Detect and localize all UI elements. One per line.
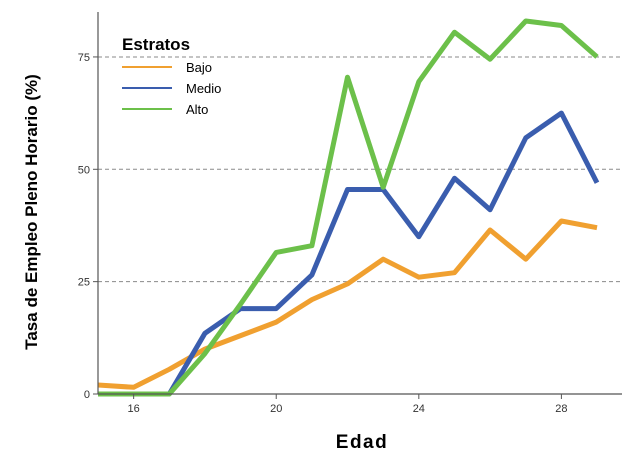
plot-area xyxy=(98,12,622,394)
y-axis-title: Tasa de Empleo Pleno Horario (%) xyxy=(22,74,41,350)
series-layer xyxy=(97,18,600,397)
axes: 0 25 50 75 16 20 24 28 xyxy=(78,12,622,415)
x-tick-label-16: 16 xyxy=(128,403,140,415)
legend-title: Estratos xyxy=(122,35,190,54)
x-axis-title: Edad xyxy=(336,432,388,453)
gridlines xyxy=(98,56,622,283)
series-line-alto xyxy=(98,18,599,397)
x-tick-label-24: 24 xyxy=(413,403,425,415)
legend: Estratos Bajo Medio Alto xyxy=(122,35,221,117)
plot-background xyxy=(98,12,622,394)
x-tick-label-28: 28 xyxy=(555,403,567,415)
series-line-medio xyxy=(98,110,600,397)
y-tick-label-50: 50 xyxy=(78,164,90,176)
y-tick-label-25: 25 xyxy=(78,277,90,289)
legend-label-alto: Alto xyxy=(186,102,208,117)
series-line-bajo xyxy=(97,218,598,390)
y-tick-label-75: 75 xyxy=(78,52,90,64)
x-tick-label-20: 20 xyxy=(270,403,282,415)
legend-label-medio: Medio xyxy=(186,81,221,96)
legend-label-bajo: Bajo xyxy=(186,60,212,75)
y-tick-label-0: 0 xyxy=(84,389,90,401)
